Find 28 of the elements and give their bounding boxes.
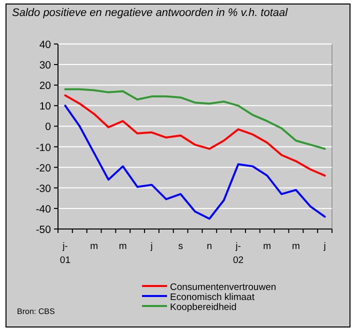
- y-tick-label: -40: [36, 203, 52, 216]
- line-series: [64, 88, 326, 150]
- x-tick-label: n: [206, 241, 212, 252]
- x-tick-label: j: [322, 241, 326, 252]
- x-tick-label: m: [263, 241, 272, 252]
- line-series: [64, 94, 326, 177]
- y-tick-label: -30: [36, 182, 52, 195]
- y-tick-label: 10: [39, 100, 52, 113]
- line-series: [64, 104, 326, 220]
- x-tick-label: s: [178, 241, 184, 252]
- x-tick-label: m: [90, 241, 98, 252]
- x-tick-label: j- 01: [60, 241, 70, 266]
- x-tick-label: m: [118, 241, 127, 252]
- legend-label: Consumentenvertrouwen: [170, 282, 276, 293]
- y-tick-label: -10: [36, 142, 52, 154]
- legend-label: Koopbereidheid: [170, 302, 237, 313]
- x-tick-label: m: [292, 241, 300, 252]
- y-tick-label: -50: [36, 224, 52, 236]
- text: Bron: CBS: [17, 307, 55, 316]
- y-tick-label: 0: [45, 121, 52, 134]
- legend-label: Economisch klimaat: [170, 292, 255, 303]
- y-tick-label: 40: [39, 39, 52, 51]
- y-tick-label: -20: [36, 162, 52, 174]
- y-tick-label: 30: [39, 60, 52, 72]
- chart-title: Saldo positieve en negatieve antwoorden in % v.h. totaal: [12, 7, 288, 19]
- x-tick-label: j: [150, 241, 153, 252]
- x-tick-label: j- 02: [232, 241, 244, 266]
- y-tick-label: 20: [39, 80, 52, 92]
